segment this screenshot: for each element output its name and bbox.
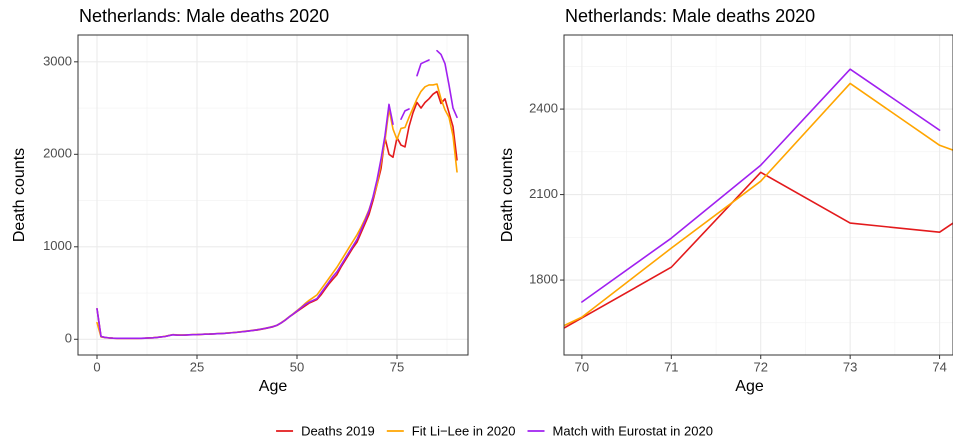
y-tick-label: 0 [65,331,72,346]
x-axis-label: Age [735,378,764,395]
x-tick-label: 72 [754,359,768,374]
y-tick-label: 1800 [529,271,558,286]
y-tick-label: 1000 [43,238,72,253]
y-tick-label: 2400 [529,101,558,116]
series-line [96,49,458,340]
legend-label: Deaths 2019 [301,423,375,438]
x-tick-label: 71 [664,359,678,374]
x-tick-label: 74 [932,359,946,374]
y-axis-label: Death counts [499,148,516,242]
series-line [564,82,953,327]
y-tick-label: 3000 [43,53,72,68]
series-line [96,83,458,340]
y-tick-label: 2000 [43,146,72,161]
x-axis-label: Age [259,378,288,395]
x-tick-label: 50 [290,359,304,374]
x-tick-label: 73 [843,359,857,374]
grid [564,35,953,355]
legend: Deaths 2019 Fit Li−Lee in 2020 Match with … [276,423,713,438]
series-line [564,171,953,329]
y-tick-label: 2100 [529,186,558,201]
y-axis-label: Death counts [11,148,28,242]
plot-lines [564,68,953,329]
grid [78,35,468,355]
panel-border [563,34,953,356]
plot-lines [96,49,458,340]
series-line [581,68,941,303]
x-tick-label: 70 [575,359,589,374]
legend-label: Fit Li−Lee in 2020 [412,423,516,438]
legend-label: Match with Eurostat in 2020 [553,423,713,438]
x-tick-label: 25 [190,359,204,374]
chart-title: Netherlands: Male deaths 2020 [79,6,329,26]
x-tick-label: 75 [390,359,404,374]
x-tick-label: 0 [93,359,100,374]
chart-title: Netherlands: Male deaths 2020 [565,6,815,26]
panel-border [77,34,469,356]
